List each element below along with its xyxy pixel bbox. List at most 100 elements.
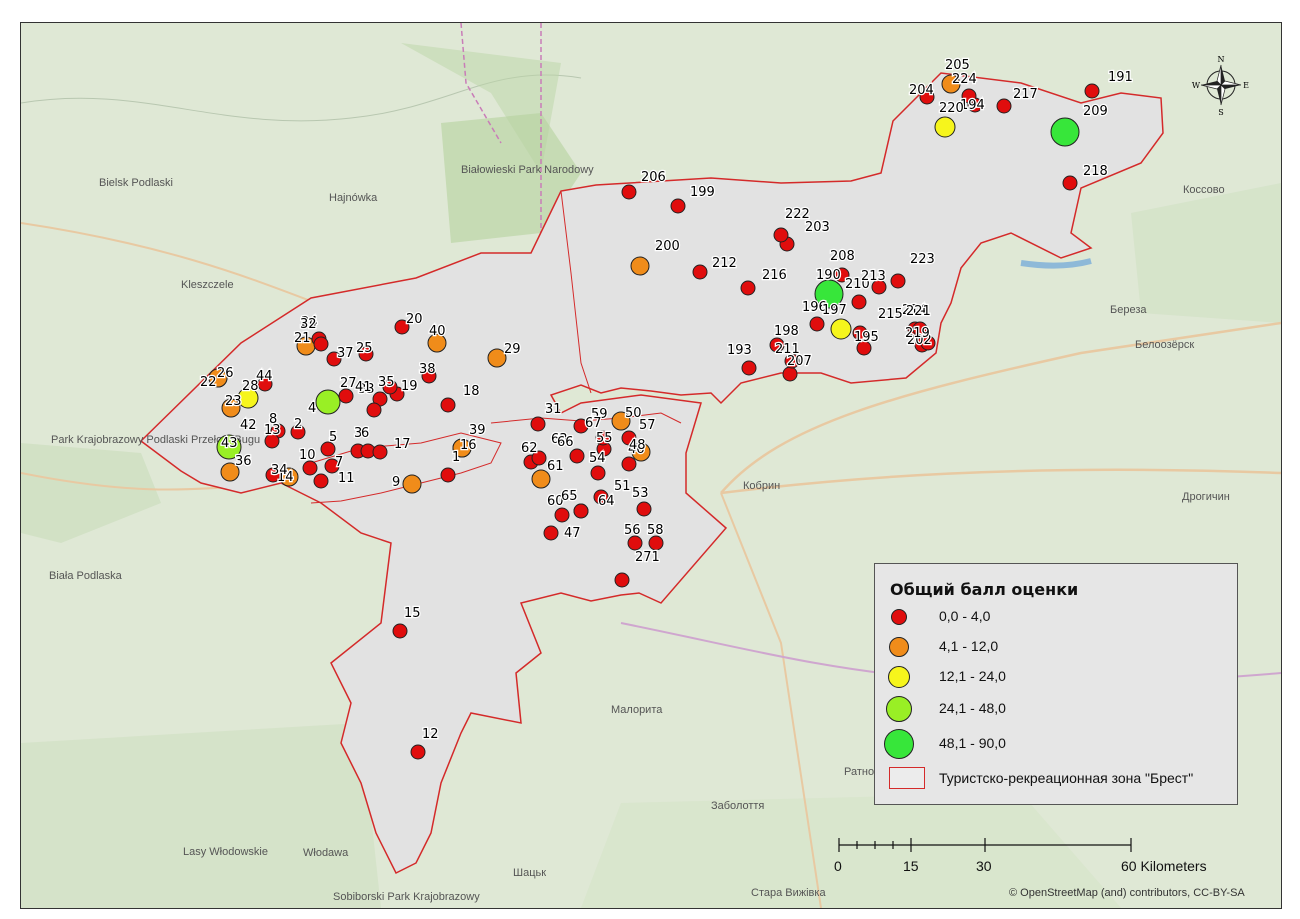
point-191 xyxy=(1084,83,1100,99)
attribution: © OpenStreetMap (and) contributors, CC-B… xyxy=(1009,887,1245,899)
north-arrow-icon: N S E W xyxy=(1192,55,1249,117)
point-label-223: 223 xyxy=(910,252,935,267)
point-label-203: 203 xyxy=(805,220,830,235)
point-label-67: 67 xyxy=(585,416,602,431)
point-29 xyxy=(487,348,507,368)
legend-symbol xyxy=(888,666,910,688)
place-label: Hajnówka xyxy=(329,192,378,204)
point-40 xyxy=(427,333,447,353)
point-44 xyxy=(257,376,273,392)
point-59 xyxy=(573,418,589,434)
point-224 xyxy=(961,88,977,104)
point-label-22: 22 xyxy=(200,375,217,390)
point-196 xyxy=(809,316,825,332)
point-label-51: 51 xyxy=(614,479,631,494)
point-label-212: 212 xyxy=(712,256,737,271)
point-label-220: 220 xyxy=(939,101,964,116)
point-50 xyxy=(611,411,631,431)
point-label-15: 15 xyxy=(404,606,421,621)
point-label-197: 197 xyxy=(822,303,847,318)
point-63 xyxy=(531,450,547,466)
point-11 xyxy=(313,473,329,489)
point-218 xyxy=(1062,175,1078,191)
point-label-16: 16 xyxy=(460,438,477,453)
point-label-40: 40 xyxy=(429,324,446,339)
point-label-208: 208 xyxy=(830,249,855,264)
place-label: Bielsk Podlaski xyxy=(99,177,173,189)
point-label-33: 33 xyxy=(358,382,375,397)
place-label: Sobiborski Park Krajobrazowy xyxy=(333,891,480,903)
point-35 xyxy=(382,379,398,395)
point-197 xyxy=(830,318,852,340)
point-label-29: 29 xyxy=(504,342,521,357)
point-label-200: 200 xyxy=(655,239,680,254)
point-label-19: 19 xyxy=(401,379,418,394)
point-label-59: 59 xyxy=(591,407,608,422)
point-label-17: 17 xyxy=(394,437,411,452)
point-58 xyxy=(648,535,664,551)
point-label-207: 207 xyxy=(787,354,812,369)
point-36 xyxy=(220,462,240,482)
point-label-195: 195 xyxy=(854,330,879,345)
point-20 xyxy=(394,319,410,335)
point-label-3: 3 xyxy=(354,426,362,441)
point-label-60: 60 xyxy=(547,494,564,509)
point-4 xyxy=(315,389,341,415)
point-212 xyxy=(692,264,708,280)
point-206 xyxy=(621,184,637,200)
point-label-194: 194 xyxy=(960,98,985,113)
assessment-points xyxy=(208,74,1100,760)
place-label: Ратно xyxy=(844,766,874,778)
point-label-55: 55 xyxy=(596,431,613,446)
point-label-10: 10 xyxy=(299,448,316,463)
point-label-7: 7 xyxy=(335,455,343,470)
map-canvas[interactable]: ZabłudówMichałowoСвислочьBielsk Podlaski… xyxy=(21,23,1281,908)
point-57 xyxy=(621,430,637,446)
point-26 xyxy=(208,368,228,388)
point-label-218: 218 xyxy=(1083,164,1108,179)
point-15 xyxy=(392,623,408,639)
point-label-31: 31 xyxy=(545,402,562,417)
point-label-34: 34 xyxy=(271,463,288,478)
legend-class-3: 12,1 - 24,0 xyxy=(875,663,1237,691)
point-label-198: 198 xyxy=(774,324,799,339)
legend-symbol xyxy=(889,637,909,657)
point-51 xyxy=(593,489,609,505)
north-label: N xyxy=(1218,55,1225,64)
place-label: Кобрин xyxy=(743,480,780,492)
point-205 xyxy=(941,74,961,94)
map-frame[interactable]: ZabłudówMichałowoСвислочьBielsk Podlaski… xyxy=(20,22,1282,909)
point-213 xyxy=(871,279,887,295)
point-1 xyxy=(440,467,456,483)
place-label: Стара Вижівка xyxy=(751,887,826,899)
point-193 xyxy=(741,360,757,376)
point-label-222: 222 xyxy=(785,207,810,222)
point-label-28: 28 xyxy=(242,379,259,394)
legend-zone-swatch xyxy=(889,767,925,789)
point-27 xyxy=(338,388,354,404)
point-label-215: 215 xyxy=(878,307,903,322)
point-label-14: 14 xyxy=(277,470,294,485)
point-215 xyxy=(852,325,868,341)
point-label-24: 24 xyxy=(301,315,318,330)
point-2 xyxy=(290,424,306,440)
point-label-65: 65 xyxy=(561,489,578,504)
scale-tick-15: 15 xyxy=(903,858,919,874)
point-label-210: 210 xyxy=(845,277,870,292)
point-label-62: 62 xyxy=(521,441,538,456)
point-5 xyxy=(320,441,336,457)
point-216 xyxy=(740,280,756,296)
point-label-206: 206 xyxy=(641,170,666,185)
point-label-58: 58 xyxy=(647,523,664,538)
point-label-191: 191 xyxy=(1108,70,1133,85)
point-32 xyxy=(313,336,329,352)
place-label: Малорита xyxy=(611,704,663,716)
point-label-4: 4 xyxy=(308,401,316,416)
place-labels: ZabłudówMichałowoСвислочьBielsk Podlaski… xyxy=(49,164,1230,903)
point-label-18: 18 xyxy=(463,384,480,399)
point-label-39: 39 xyxy=(469,423,486,438)
point-190 xyxy=(814,279,844,309)
point-label-6: 6 xyxy=(361,426,369,441)
tourism-zone-brest xyxy=(139,72,1164,875)
